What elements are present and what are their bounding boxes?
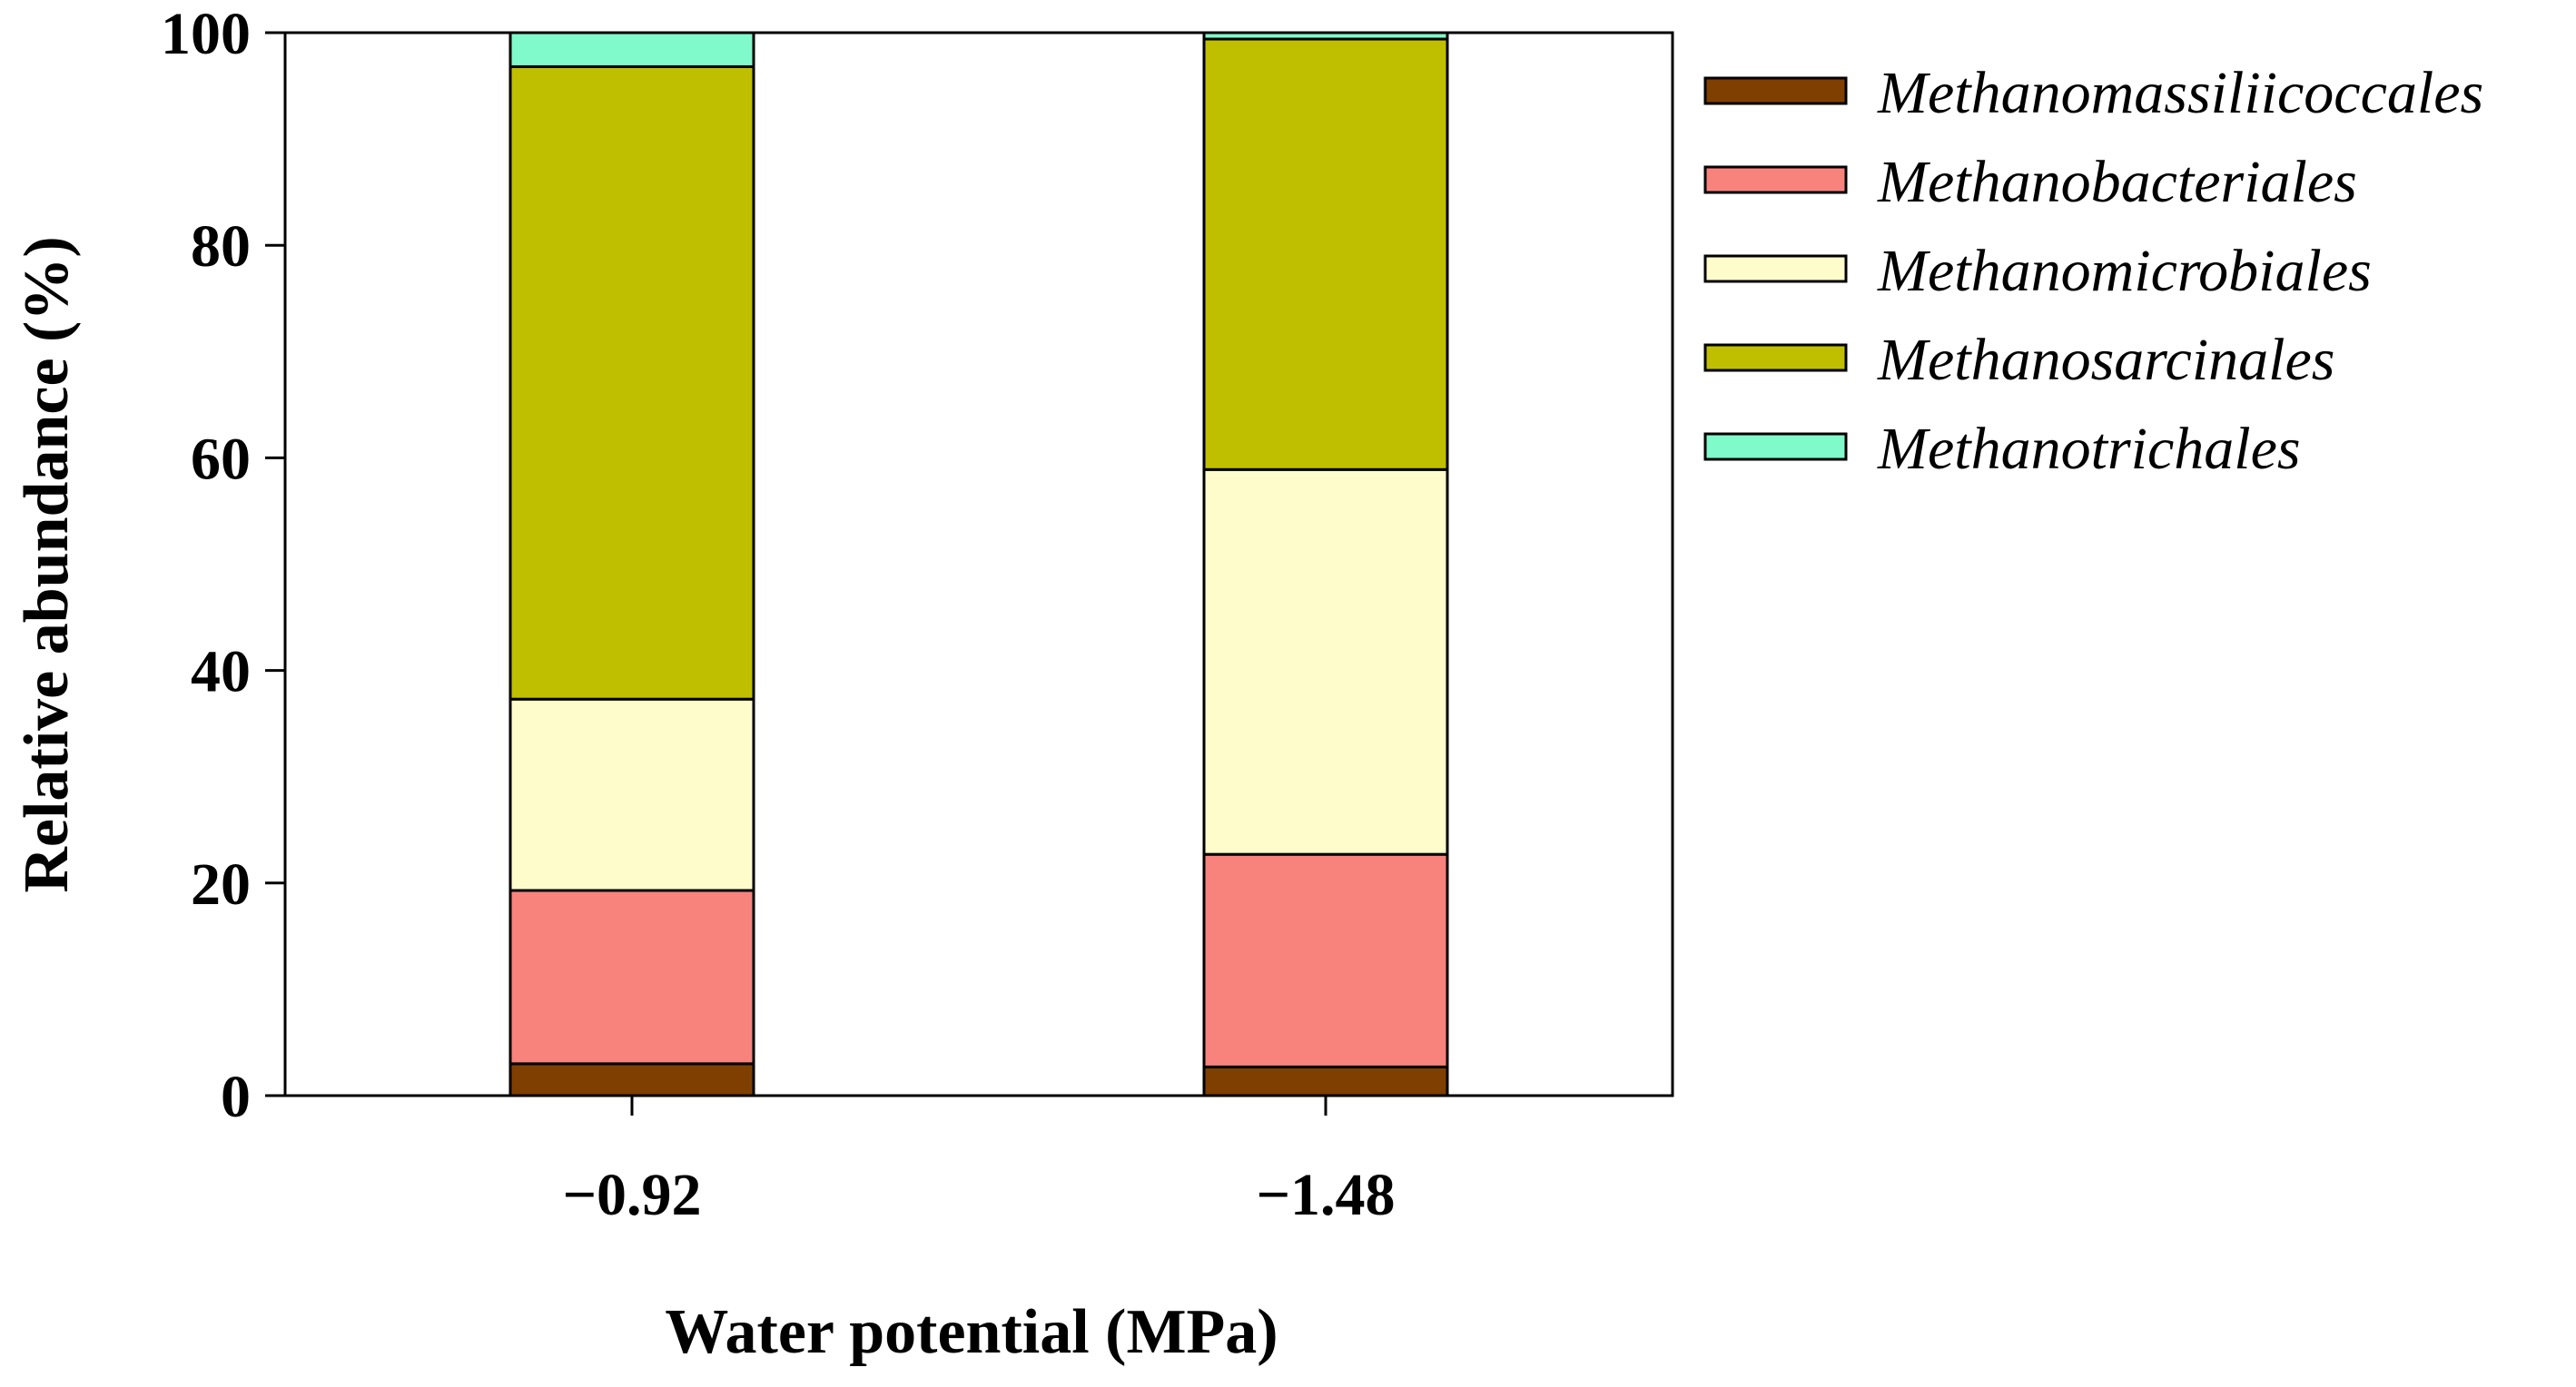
y-tick-label: 100 [161, 1, 251, 67]
bars-group [508, 31, 1449, 1097]
legend-swatch-methanosarcinales [1703, 343, 1848, 372]
bar-segment-methanomicrobiales-0 [508, 697, 755, 892]
bar-segment-methanobacteriales-0 [508, 889, 755, 1066]
y-tick-label: 0 [221, 1064, 251, 1130]
x-tick-label: −0.92 [562, 1162, 701, 1228]
bar-segment-methanomassiliicoccales-1 [1202, 1065, 1449, 1097]
x-tick-label: −1.48 [1256, 1162, 1395, 1228]
bar-segment-methanobacteriales-1 [1202, 852, 1449, 1068]
legend-label-methanosarcinales: Methanosarcinales [1877, 327, 2334, 393]
legend-swatch-methanomicrobiales [1703, 254, 1848, 283]
bar-segment-methanotrichales-1 [1202, 31, 1449, 41]
legend-swatch-methanomassiliicoccales [1703, 76, 1848, 105]
legend-label-methanobacteriales: Methanobacteriales [1877, 149, 2357, 215]
x-axis-ticks: −0.92 −1.48 [562, 1096, 1396, 1228]
bar-segment-methanomicrobiales-1 [1202, 467, 1449, 856]
legend: Methanomassiliicoccales Methanobacteriale… [1703, 60, 2483, 482]
y-tick-label: 60 [191, 426, 251, 492]
y-tick-label: 80 [191, 213, 251, 280]
y-axis-ticks: 0 20 40 60 80 100 [161, 1, 285, 1130]
bar-segment-methanosarcinales-0 [508, 64, 755, 701]
legend-swatch-methanobacteriales [1703, 165, 1848, 194]
legend-label-methanomassiliicoccales: Methanomassiliicoccales [1877, 60, 2483, 126]
legend-label-methanomicrobiales: Methanomicrobiales [1877, 238, 2372, 304]
bar-segment-methanotrichales-0 [508, 31, 755, 68]
legend-label-methanotrichales: Methanotrichales [1877, 416, 2301, 482]
y-tick-label: 40 [191, 639, 251, 705]
plot-area [283, 31, 1674, 1097]
y-axis-title: Relative abundance (%) [12, 236, 82, 892]
bar-segment-methanosarcinales-1 [1202, 37, 1449, 471]
y-tick-label: 20 [191, 851, 251, 918]
legend-swatch-methanotrichales [1703, 432, 1848, 461]
bar-segment-methanomassiliicoccales-0 [508, 1062, 755, 1097]
x-axis-title: Water potential (MPa) [665, 1297, 1278, 1367]
